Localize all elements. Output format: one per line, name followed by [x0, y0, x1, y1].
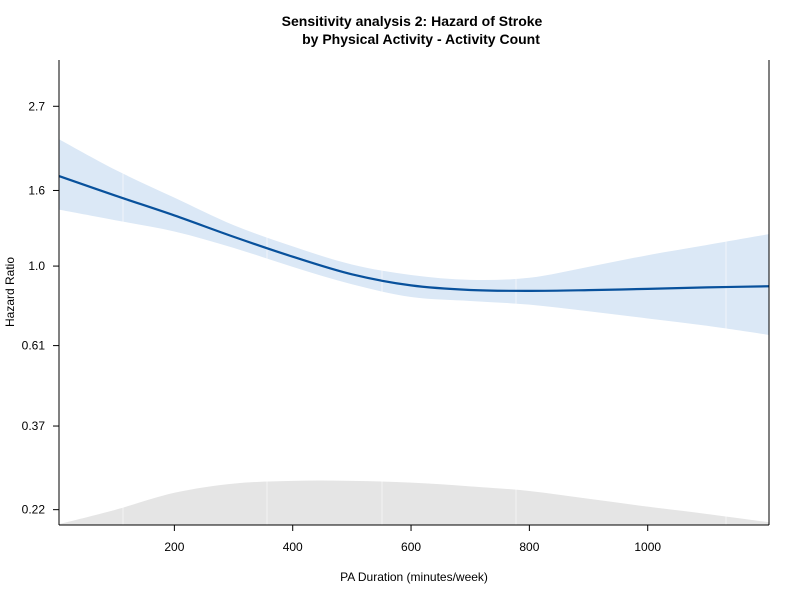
x-tick-label-400: 400 [283, 540, 303, 554]
y-tick-label-1.6: 1.6 [28, 183, 45, 197]
chart-title-line-1: Sensitivity analysis 2: Hazard of Stroke [282, 13, 543, 29]
x-tick-label-200: 200 [164, 540, 184, 554]
x-tick-label-800: 800 [519, 540, 539, 554]
y-tick-label-0.37: 0.37 [22, 419, 46, 433]
chart-title-line-2: by Physical Activity - Activity Count [302, 31, 540, 47]
y-axis-label: Hazard Ratio [3, 257, 17, 327]
plot-area: 200 400 600 800 1000 0.22 0.37 0.61 1.0 1.6 2.7 [22, 60, 770, 554]
y-tick-label-1.0: 1.0 [28, 259, 45, 273]
y-tick-label-0.61: 0.61 [22, 339, 46, 353]
x-axis-label: PA Duration (minutes/week) [340, 570, 488, 584]
y-tick-label-2.7: 2.7 [28, 99, 45, 113]
x-tick-label-600: 600 [401, 540, 421, 554]
confidence-band [59, 139, 769, 335]
x-tick-label-1000: 1000 [634, 540, 661, 554]
density-area [59, 480, 769, 525]
series-line-1 [58, 175, 770, 293]
y-tick-label-0.22: 0.22 [22, 503, 46, 517]
